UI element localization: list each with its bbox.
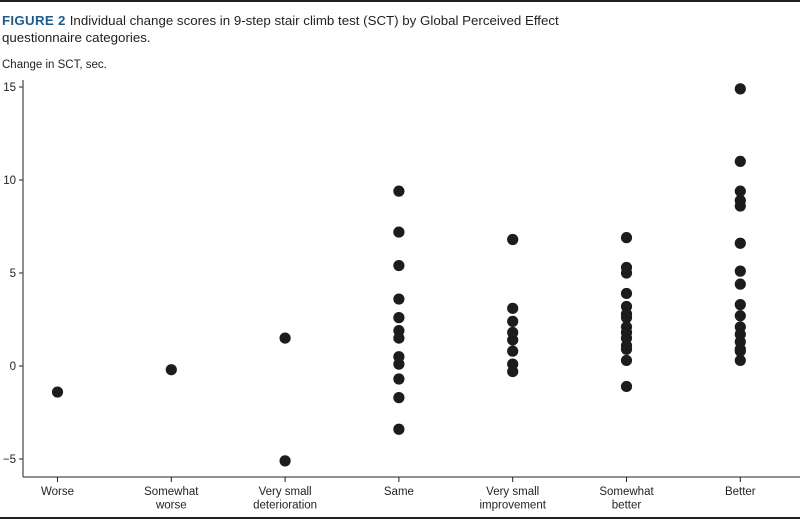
data-point <box>507 302 519 314</box>
data-point <box>620 287 633 300</box>
data-point <box>393 392 405 404</box>
x-tick-label: Very small <box>259 486 312 498</box>
y-tick-label: −5 <box>3 454 16 466</box>
x-tick-label: Same <box>384 486 414 498</box>
data-point <box>734 237 746 249</box>
data-point <box>734 278 746 290</box>
data-point <box>393 332 405 344</box>
data-point <box>734 354 746 367</box>
data-point <box>507 315 519 327</box>
y-tick-label: 10 <box>3 175 16 187</box>
x-tick-label: Somewhat <box>599 486 654 498</box>
x-tick-label: Better <box>725 486 756 498</box>
x-tick-label: worse <box>155 500 187 512</box>
axes <box>22 80 800 478</box>
data-point <box>393 259 405 272</box>
y-tick-label: 5 <box>10 268 16 280</box>
data-point <box>507 345 519 357</box>
data-point <box>620 343 633 355</box>
data-point <box>51 386 64 398</box>
x-tick-label: Somewhat <box>144 486 199 498</box>
top-rule <box>0 0 800 2</box>
data-point <box>393 358 405 370</box>
figure-label: FIGURE 2 <box>2 13 66 28</box>
data-point <box>279 455 291 467</box>
bottom-rule <box>0 517 800 519</box>
x-tick-label: Very small <box>486 486 539 498</box>
data-point <box>734 345 746 357</box>
figure-title: Individual change scores in 9-step stair… <box>2 13 559 45</box>
data-point <box>393 226 405 238</box>
data-point <box>620 232 633 244</box>
data-point <box>734 185 746 197</box>
data-point <box>620 354 633 367</box>
data-point <box>734 155 746 167</box>
data-point <box>279 332 291 344</box>
data-point <box>507 365 519 378</box>
x-tick-label: better <box>612 500 642 512</box>
data-point <box>393 185 405 197</box>
figure-caption: FIGURE 2 Individual change scores in 9-st… <box>2 12 602 46</box>
data-point <box>734 83 746 95</box>
data-point <box>734 265 746 277</box>
y-ticks: 15 10 5 0 −5 <box>3 82 23 466</box>
data-point <box>507 334 519 346</box>
data-point <box>734 299 746 311</box>
data-point <box>393 423 405 435</box>
data-point <box>734 310 746 322</box>
data-point <box>507 233 519 246</box>
data-point <box>620 312 633 324</box>
y-axis-label: Change in SCT, sec. <box>2 59 107 71</box>
x-ticks: Worse Somewhat worse Very small deterioratio… <box>41 477 756 512</box>
y-tick-label: 0 <box>10 361 16 373</box>
data-point <box>734 200 746 212</box>
data-point <box>620 267 633 279</box>
data-point <box>620 380 633 393</box>
x-tick-label: improvement <box>479 500 546 512</box>
data-point <box>393 312 405 324</box>
data-points <box>51 83 746 467</box>
data-point <box>393 373 405 385</box>
data-point <box>393 293 405 305</box>
x-tick-label: Worse <box>41 486 74 498</box>
y-tick-label: 15 <box>3 82 16 94</box>
data-point <box>165 364 177 376</box>
x-tick-label: deterioration <box>253 500 317 512</box>
